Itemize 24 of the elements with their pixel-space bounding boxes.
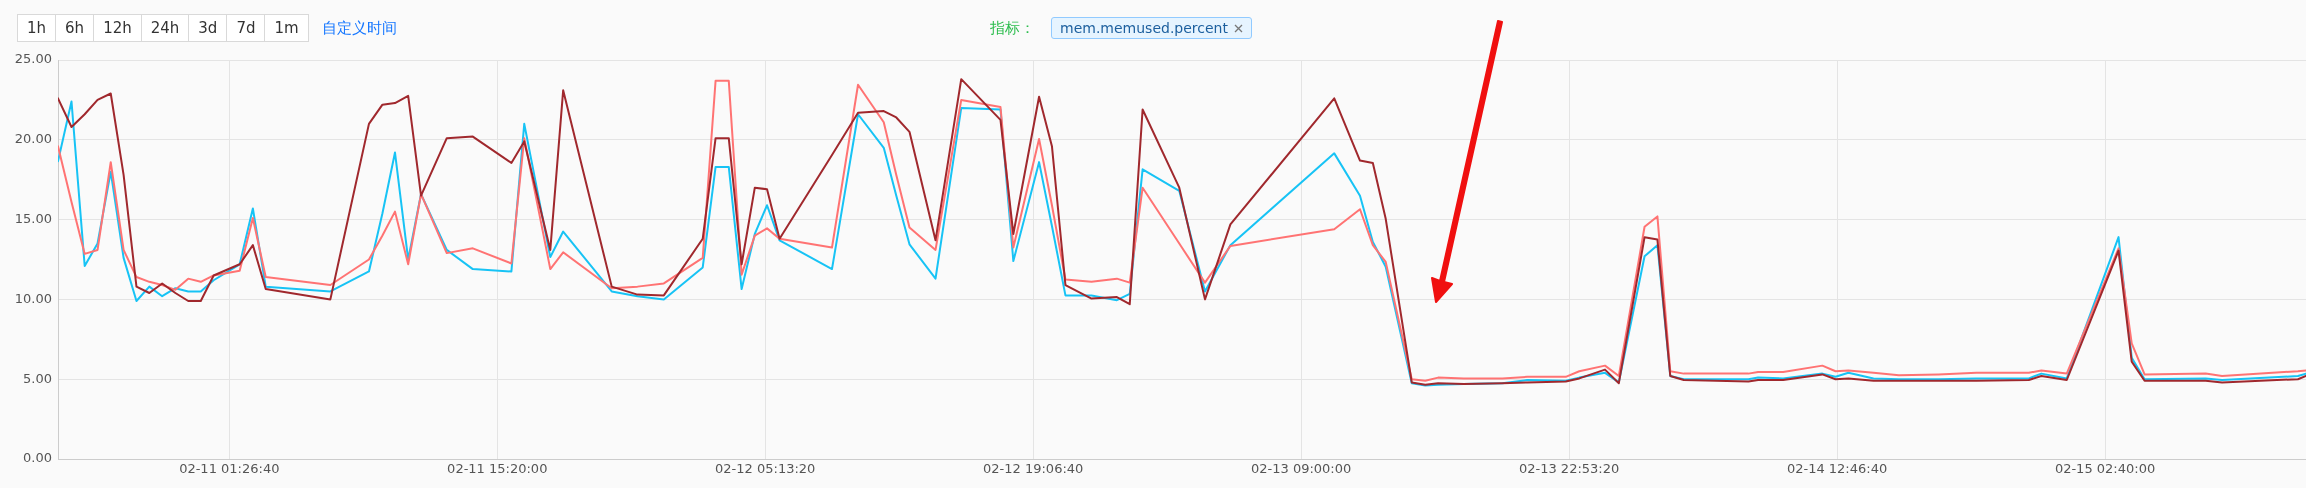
text: 24h (140, 14, 190, 42)
text: 3d (188, 14, 228, 42)
text: 自定义时间 (321, 18, 397, 39)
chart-title: mem.memused.percent (1060, 20, 1228, 36)
text: 1h (17, 14, 57, 42)
x-tick-label: 02-13 22:53:20 (1518, 461, 1620, 477)
x-tick-label: 02-11 01:26:40 (179, 461, 280, 477)
y-tick-label: 10.00 (14, 290, 52, 306)
x-tick-label: 02-14 12:46:40 (1786, 461, 1888, 477)
y-tick-label: 0.00 (23, 450, 52, 466)
y-tick-label: 25.00 (14, 51, 52, 67)
x-tick-label: 02-11 15:20:00 (447, 461, 548, 477)
text: 指标： (990, 18, 1035, 38)
text: 6h (55, 14, 95, 42)
x-tick-label: 02-15 02:40:00 (2054, 461, 2156, 477)
x-tick-label: 02-12 19:06:40 (983, 461, 1084, 477)
y-tick-label: 20.00 (14, 131, 52, 147)
text: 7d (226, 14, 266, 42)
x-tick-label: 02-13 09:00:00 (1250, 461, 1352, 477)
y-tick-label: 15.00 (14, 210, 52, 226)
text: 12h (93, 14, 142, 42)
text: 1m (264, 14, 309, 42)
y-tick-label: 5.00 (23, 370, 52, 386)
x-tick-label: 02-12 05:13:20 (715, 461, 816, 477)
